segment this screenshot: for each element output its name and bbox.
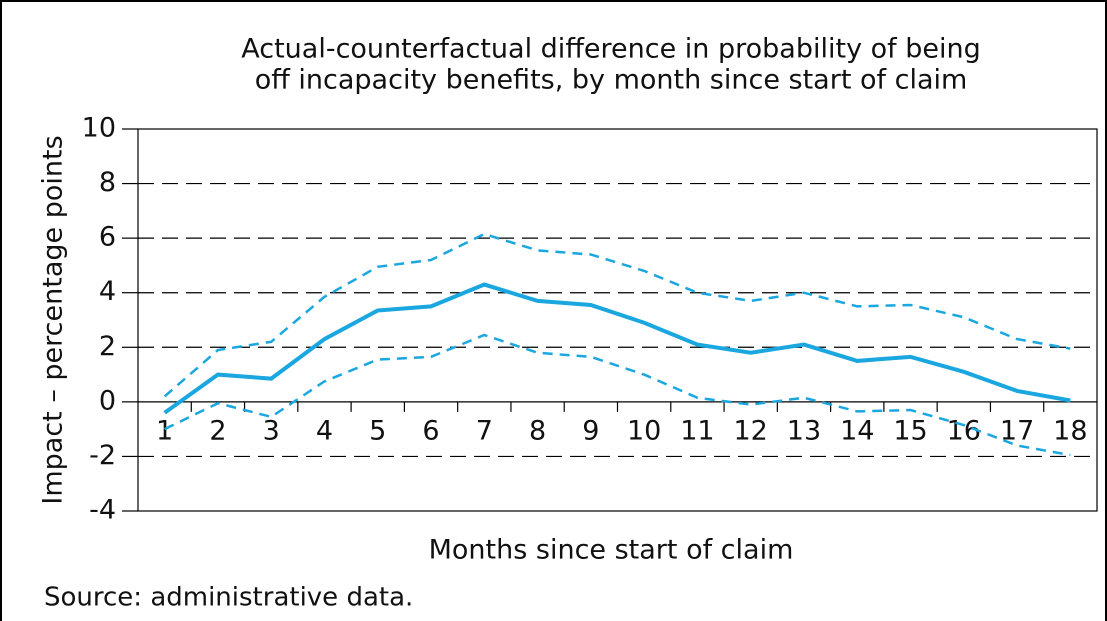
x-tick-label: 18 [1053,415,1087,446]
y-tick-label: 0 [99,385,116,416]
y-tick-label: 6 [99,222,116,253]
x-axis-label: Months since start of claim [429,535,794,566]
x-tick-label: 12 [734,415,768,446]
y-tick-label: -2 [89,440,116,471]
y-tick-label: 4 [99,276,116,307]
estimate-line [163,282,1071,415]
x-tick-label: 1 [156,415,173,446]
x-tick-label: 8 [529,415,546,446]
x-tick-label: 13 [787,415,821,446]
y-axis-label: Impact – percentage points [38,135,69,504]
y-tick-label: 10 [82,113,116,144]
confidence-line [163,232,1071,398]
x-tick-label: 16 [947,415,981,446]
chart-title: off incapacity benefits, by month since … [255,65,968,96]
y-tick-label: 2 [99,331,116,362]
x-tick-label: 6 [422,415,439,446]
x-tick-label: 3 [263,415,280,446]
plot-frame [137,128,1098,512]
confidence-line [164,333,1071,457]
x-tick-label: 9 [582,415,599,446]
x-tick-label: 11 [680,415,714,446]
x-tick-label: 7 [476,415,493,446]
x-tick-label: 15 [893,415,927,446]
source-note: Source: administrative data. [44,583,413,613]
y-tick-label: 8 [99,167,116,198]
x-tick-label: 14 [840,415,874,446]
x-tick-label: 5 [369,415,386,446]
x-tick-label: 4 [316,415,333,446]
chart-title: Actual-counterfactual difference in prob… [241,34,981,65]
x-tick-label: 2 [209,415,226,446]
y-tick-label: -4 [89,495,116,526]
x-tick-label: 10 [627,415,661,446]
